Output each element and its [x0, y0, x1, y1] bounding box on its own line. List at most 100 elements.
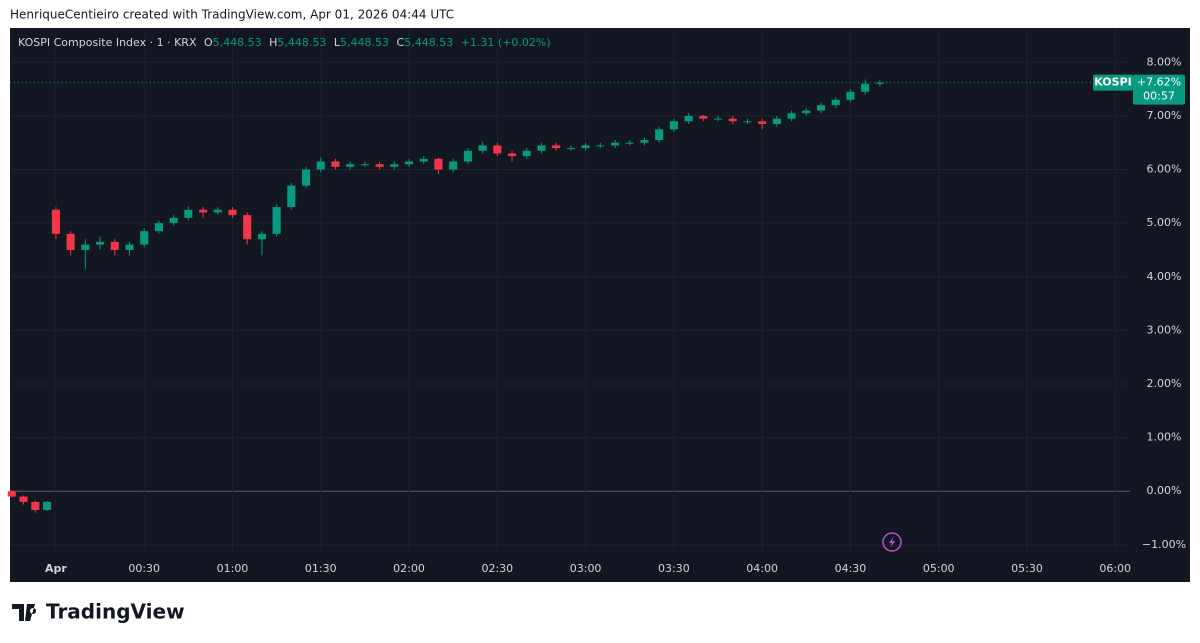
- price-label-name: KOSPI: [1094, 76, 1131, 89]
- candle-body: [43, 501, 52, 510]
- candle-body: [375, 164, 384, 167]
- alert-bolt[interactable]: [889, 536, 895, 548]
- y-tick-label: 1.00%: [1147, 431, 1182, 444]
- candle-body: [596, 145, 605, 147]
- candle-body: [566, 148, 575, 150]
- candle-body: [449, 161, 458, 170]
- candle-body: [346, 164, 355, 167]
- candle-body: [728, 118, 737, 122]
- candle-body: [19, 496, 28, 502]
- legend-c: 5,448.53: [404, 36, 453, 49]
- candle-body: [243, 215, 252, 240]
- candle-body: [7, 491, 16, 497]
- candle-body: [110, 241, 119, 250]
- candle-body: [31, 501, 40, 510]
- plot: −1.00% 0.00% 1.00% 2.00% 3.00% 4.00% 5.00% 6.00…: [7, 28, 1186, 575]
- candle-body: [96, 241, 105, 245]
- candle-body: [478, 145, 487, 151]
- candle-body: [434, 158, 443, 170]
- candle-body: [831, 99, 840, 106]
- candle-body: [51, 209, 60, 234]
- candle-body: [390, 164, 399, 167]
- candle-body: [743, 121, 752, 123]
- legend-h-label: H: [269, 36, 277, 49]
- y-tick-label: 5.00%: [1147, 216, 1182, 229]
- y-tick-label: −1.00%: [1142, 538, 1186, 551]
- x-tick-label: 01:00: [217, 562, 249, 575]
- candle-body: [272, 207, 281, 234]
- y-tick-label: 4.00%: [1147, 270, 1182, 283]
- x-tick-label: 03:00: [570, 562, 602, 575]
- candle-body: [861, 83, 870, 92]
- logo-mark: [12, 604, 37, 621]
- candle-body: [316, 161, 325, 170]
- logo: TradingView: [12, 600, 185, 624]
- candle-body: [846, 91, 855, 100]
- y-tick-label: 3.00%: [1147, 323, 1182, 336]
- candle-body: [610, 142, 620, 146]
- candle-body: [625, 142, 634, 144]
- y-tick-label: 8.00%: [1147, 55, 1182, 68]
- candle-body: [507, 153, 517, 157]
- candle-body: [198, 209, 208, 213]
- header: HenriqueCentieiro created with TradingVi…: [10, 8, 454, 22]
- candle-body: [772, 118, 781, 124]
- candle-body: [669, 121, 678, 130]
- candle-body: [463, 150, 472, 162]
- legend-change: +1.31 (+0.02%): [461, 36, 551, 49]
- legend-c-label: C: [397, 36, 405, 49]
- x-tick-label: 05:00: [923, 562, 955, 575]
- x-tick-label: 00:30: [128, 562, 160, 575]
- price-label-box: [1093, 74, 1133, 91]
- candle-body: [640, 140, 649, 143]
- candle-body: [816, 105, 826, 111]
- x-tick-label: 02:30: [481, 562, 513, 575]
- price-label-box: [1133, 74, 1185, 105]
- alert-icon[interactable]: [882, 532, 902, 552]
- candle-body: [360, 164, 369, 166]
- candle-body: [655, 129, 664, 141]
- candle-body: [758, 121, 767, 124]
- candle-body: [802, 110, 811, 114]
- candle-body: [228, 209, 237, 216]
- y-tick-label: 7.00%: [1147, 109, 1182, 122]
- candle-body: [875, 82, 884, 84]
- candle-body: [404, 161, 414, 165]
- legend-o: 5,448.53: [213, 36, 262, 49]
- price-label-value: +7.62%: [1137, 76, 1181, 89]
- candle-body: [287, 185, 296, 208]
- candle-body: [419, 158, 428, 162]
- candle-body: [537, 145, 546, 151]
- candle-body: [699, 115, 708, 119]
- candle-body: [66, 233, 75, 250]
- candle-body: [257, 233, 266, 240]
- logo-text: TradingView: [46, 600, 185, 624]
- candle-body: [552, 145, 561, 149]
- candle-body: [154, 223, 163, 232]
- candle-body: [140, 231, 149, 245]
- candle-body: [213, 209, 222, 213]
- candle-body: [493, 145, 502, 154]
- alert-circle[interactable]: [882, 532, 902, 552]
- legend-l: 5,448.53: [340, 36, 389, 49]
- legend-symbol: KOSPI Composite Index · 1 · KRX: [18, 36, 197, 49]
- legend: KOSPI Composite Index · 1 · KRX O5,448.5…: [18, 36, 551, 49]
- candle-body: [684, 115, 693, 122]
- candle-body: [184, 209, 193, 218]
- x-tick-label: 05:30: [1011, 562, 1043, 575]
- x-tick-label: 01:30: [305, 562, 337, 575]
- x-tick-label: 04:30: [835, 562, 867, 575]
- candle-body: [787, 113, 796, 119]
- candle-body: [81, 244, 90, 250]
- legend-o-label: O: [204, 36, 213, 49]
- candle-body: [581, 145, 590, 149]
- y-tick-label: 0.00%: [1147, 484, 1182, 497]
- x-tick-label: 03:30: [658, 562, 690, 575]
- chart-panel: [10, 28, 1190, 582]
- x-tick-label: 06:00: [1099, 562, 1131, 575]
- x-tick-label: 04:00: [746, 562, 778, 575]
- x-tick-label: 02:00: [393, 562, 425, 575]
- candle-body: [331, 161, 340, 167]
- x-tick-label: Apr: [45, 562, 67, 575]
